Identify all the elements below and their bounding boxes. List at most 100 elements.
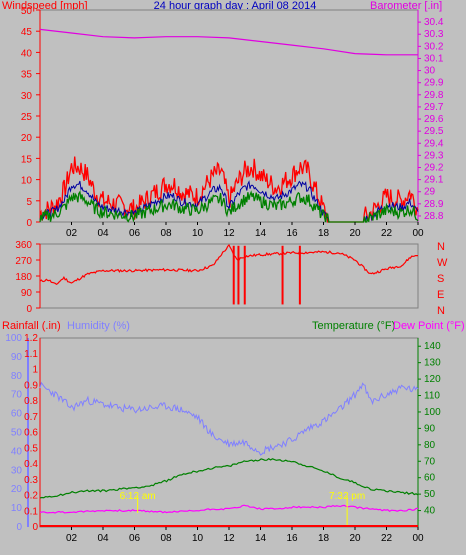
rainfall-tick-label: 0.5: [24, 443, 38, 454]
dewpoint-axis-label: Dew Point (°F): [393, 320, 465, 332]
windspeed-tick-label: 15: [21, 154, 33, 165]
direction-plot-area: [39, 243, 419, 309]
lower-x-tick-label: 18: [318, 533, 330, 544]
humidity-tick-label: 40: [11, 446, 23, 457]
barometer-tick-label: 29.2: [424, 162, 444, 173]
sunset-label: 7:32 pm: [329, 491, 365, 502]
barometer-tick-label: 30.1: [424, 53, 444, 64]
lower-x-tick-label: 08: [160, 533, 172, 544]
wind-x-tick-label: 14: [255, 228, 267, 239]
barometer-tick-label: 30.3: [424, 29, 444, 40]
rainfall-tick-label: 0.4: [24, 459, 38, 470]
wind-x-tick-label: 22: [381, 228, 393, 239]
compass-label: W: [437, 257, 448, 269]
barometer-tick-label: 29.9: [424, 78, 444, 89]
windspeed-axis-label: Windspeed [mph]: [2, 0, 88, 12]
temperature-tick-label: 130: [424, 358, 441, 369]
windspeed-tick-label: 30: [21, 91, 33, 102]
lower-x-tick-label: 10: [192, 533, 204, 544]
chart-title: 24 hour graph day : April 08 2014: [153, 0, 317, 12]
windspeed-tick-label: 50: [21, 6, 33, 17]
lower-x-tick-label: 04: [97, 533, 109, 544]
windspeed-tick-label: 45: [21, 27, 33, 38]
windspeed-tick-label: 10: [21, 176, 33, 187]
barometer-tick-label: 29: [424, 187, 436, 198]
temperature-tick-label: 120: [424, 374, 441, 385]
barometer-tick-label: 29.4: [424, 138, 444, 149]
humidity-axis-label: Humidity (%): [67, 320, 130, 332]
humidity-tick-label: 30: [11, 465, 23, 476]
humidity-tick-label: 60: [11, 409, 23, 420]
humidity-tick-label: 90: [11, 352, 23, 363]
temperature-tick-label: 70: [424, 456, 436, 467]
temperature-tick-label: 100: [424, 407, 441, 418]
barometer-tick-label: 29.8: [424, 90, 444, 101]
barometer-tick-label: 29.3: [424, 150, 444, 161]
humidity-tick-label: 70: [11, 390, 23, 401]
temperature-tick-label: 90: [424, 423, 436, 434]
barometer-line: [39, 28, 418, 56]
wind-x-tick-label: 06: [129, 228, 141, 239]
humidity-line: [39, 381, 419, 456]
windspeed-tick-label: 20: [21, 133, 33, 144]
lower-x-tick-label: 22: [381, 533, 393, 544]
temperature-axis-label: Temperature (°F): [312, 320, 396, 332]
temperature-line: [39, 457, 419, 499]
rainfall-tick-label: 0.9: [24, 380, 38, 391]
wind-x-tick-label: 18: [318, 228, 330, 239]
rainfall-axis-label: Rainfall (.in): [2, 320, 61, 332]
rainfall-tick-label: 0.2: [24, 491, 38, 502]
direction-tick-label: 270: [15, 256, 32, 267]
temperature-tick-label: 110: [424, 391, 440, 402]
temperature-tick-label: 140: [424, 341, 441, 352]
rainfall-tick-label: 0.3: [24, 475, 38, 486]
humidity-tick-label: 10: [11, 503, 23, 514]
wind-x-tick-label: 04: [97, 228, 109, 239]
wind-x-tick-label: 12: [223, 228, 235, 239]
lower-x-tick-label: 06: [129, 533, 141, 544]
rainfall-tick-label: 0.6: [24, 428, 38, 439]
barometer-tick-label: 29.5: [424, 126, 444, 137]
barometer-tick-label: 29.6: [424, 114, 444, 125]
barometer-tick-label: 30: [424, 66, 436, 77]
wind-x-tick-label: 08: [160, 228, 172, 239]
temperature-tick-label: 40: [424, 506, 436, 517]
direction-tick-label: 360: [15, 240, 32, 251]
wind-x-tick-label: 10: [192, 228, 204, 239]
temperature-tick-label: 50: [424, 489, 436, 500]
direction-tick-label: 90: [21, 288, 33, 299]
lower-x-tick-label: 02: [66, 533, 78, 544]
lower-x-tick-label: 16: [286, 533, 298, 544]
compass-label: N: [437, 241, 445, 253]
direction-tick-label: 180: [15, 272, 32, 283]
lower-x-tick-label: 00: [412, 533, 424, 544]
barometer-axis-label: Barometer [.in]: [370, 0, 443, 12]
barometer-tick-label: 29.1: [424, 175, 444, 186]
direction-tick-label: 0: [26, 304, 32, 315]
wind-x-tick-label: 16: [286, 228, 298, 239]
rainfall-tick-label: 0: [32, 522, 38, 533]
barometer-tick-label: 30.2: [424, 41, 444, 52]
wind-x-tick-label: 00: [412, 228, 424, 239]
lower-plot-area: [39, 337, 419, 528]
rainfall-tick-label: 0.7: [24, 412, 38, 423]
temperature-tick-label: 80: [424, 440, 436, 451]
wind-plot-area: [39, 9, 419, 223]
compass-label: S: [437, 273, 444, 285]
sunrise-label: 6:12 am: [120, 491, 156, 502]
rainfall-tick-label: 0.1: [24, 506, 38, 517]
lower-x-tick-label: 20: [349, 533, 361, 544]
windspeed-tick-label: 40: [21, 48, 33, 59]
humidity-tick-label: 0: [16, 522, 22, 533]
windspeed-tick-label: 25: [21, 112, 33, 123]
wind-x-tick-label: 20: [349, 228, 361, 239]
humidity-tick-label: 20: [11, 484, 23, 495]
humidity-tick-label: 100: [5, 333, 22, 344]
windspeed-tick-label: 0: [26, 218, 32, 229]
humidity-tick-label: 50: [11, 428, 23, 439]
windspeed-tick-label: 5: [26, 197, 32, 208]
windspeed-tick-label: 35: [21, 70, 33, 81]
compass-label: N: [437, 305, 445, 317]
